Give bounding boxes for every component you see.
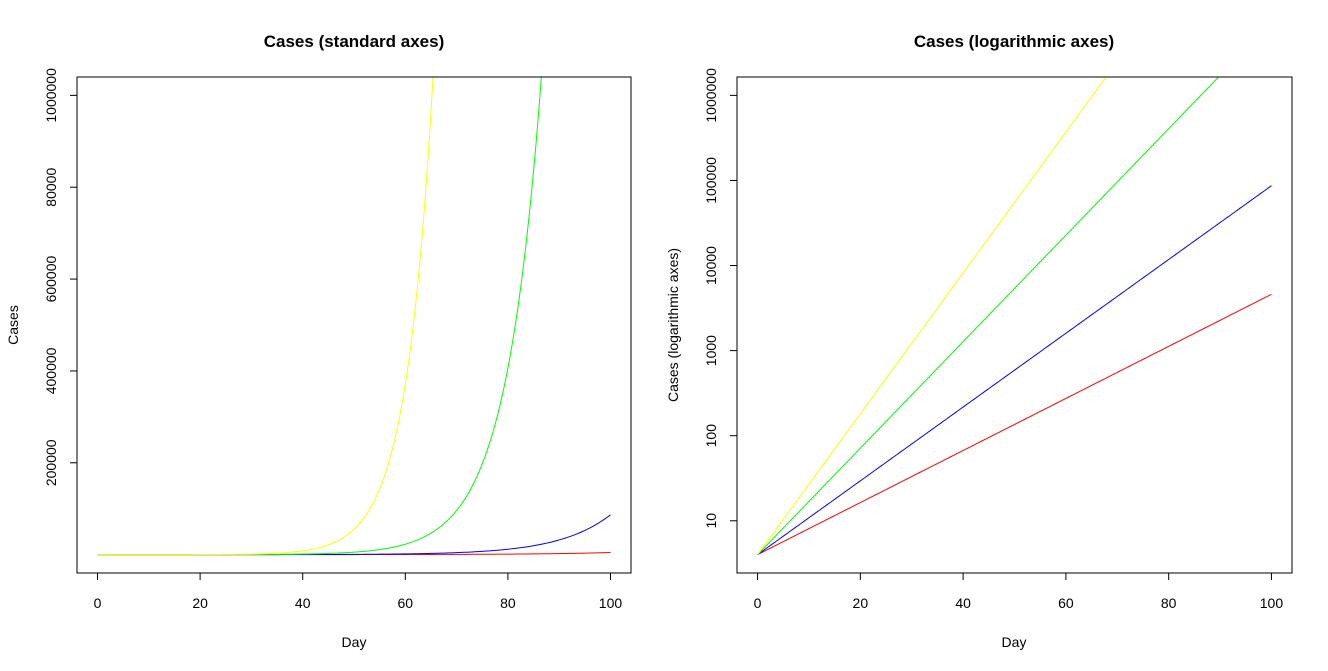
y-tick-label: 10	[703, 513, 719, 529]
series-line-green	[97, 77, 542, 556]
series-line-red	[757, 293, 1272, 556]
x-tick-label: 20	[853, 595, 869, 611]
series-line-blue	[757, 185, 1272, 556]
y-tick-label: 100	[703, 424, 719, 448]
series-line-yellow	[97, 77, 434, 556]
x-tick-label: 40	[955, 595, 971, 611]
x-tick-label: 20	[192, 595, 208, 611]
y-tick-label: 600000	[43, 256, 59, 303]
y-tick-label: 1000000	[43, 68, 59, 123]
y-axis-label: Cases (logarithmic axes)	[665, 248, 681, 402]
y-tick-label: 10000	[703, 246, 719, 285]
plot-frame	[76, 76, 632, 574]
x-tick-label: 100	[599, 595, 623, 611]
series-line-blue	[97, 514, 611, 556]
y-tick-label: 80000	[43, 168, 59, 207]
chart-title: Cases (standard axes)	[264, 32, 444, 51]
y-axis-label: Cases	[5, 305, 21, 345]
plot-frame	[736, 76, 1293, 574]
y-tick-label: 100000	[703, 157, 719, 204]
series-line-yellow	[757, 77, 1107, 555]
x-tick-label: 60	[398, 595, 414, 611]
y-tick-label: 400000	[43, 347, 59, 394]
series-line-green	[757, 77, 1220, 555]
y-tick-label: 1000	[703, 335, 719, 366]
chart-title: Cases (logarithmic axes)	[914, 32, 1114, 51]
x-tick-label: 0	[754, 595, 762, 611]
x-tick-label: 0	[94, 595, 102, 611]
x-tick-label: 80	[1161, 595, 1177, 611]
x-axis-label: Day	[1002, 634, 1027, 650]
standard-axes-plot: Cases (standard axes) Day Cases 0 20 40 60 8…	[5, 32, 632, 650]
x-axis-label: Day	[342, 634, 367, 650]
x-tick-label: 100	[1260, 595, 1284, 611]
y-tick-label: 1000000	[703, 68, 719, 123]
x-tick-label: 40	[295, 595, 311, 611]
y-tick-label: 200000	[43, 439, 59, 486]
x-tick-label: 80	[500, 595, 516, 611]
x-tick-label: 60	[1058, 595, 1074, 611]
log-axes-plot: Cases (logarithmic axes) Day Cases (loga…	[665, 32, 1293, 650]
